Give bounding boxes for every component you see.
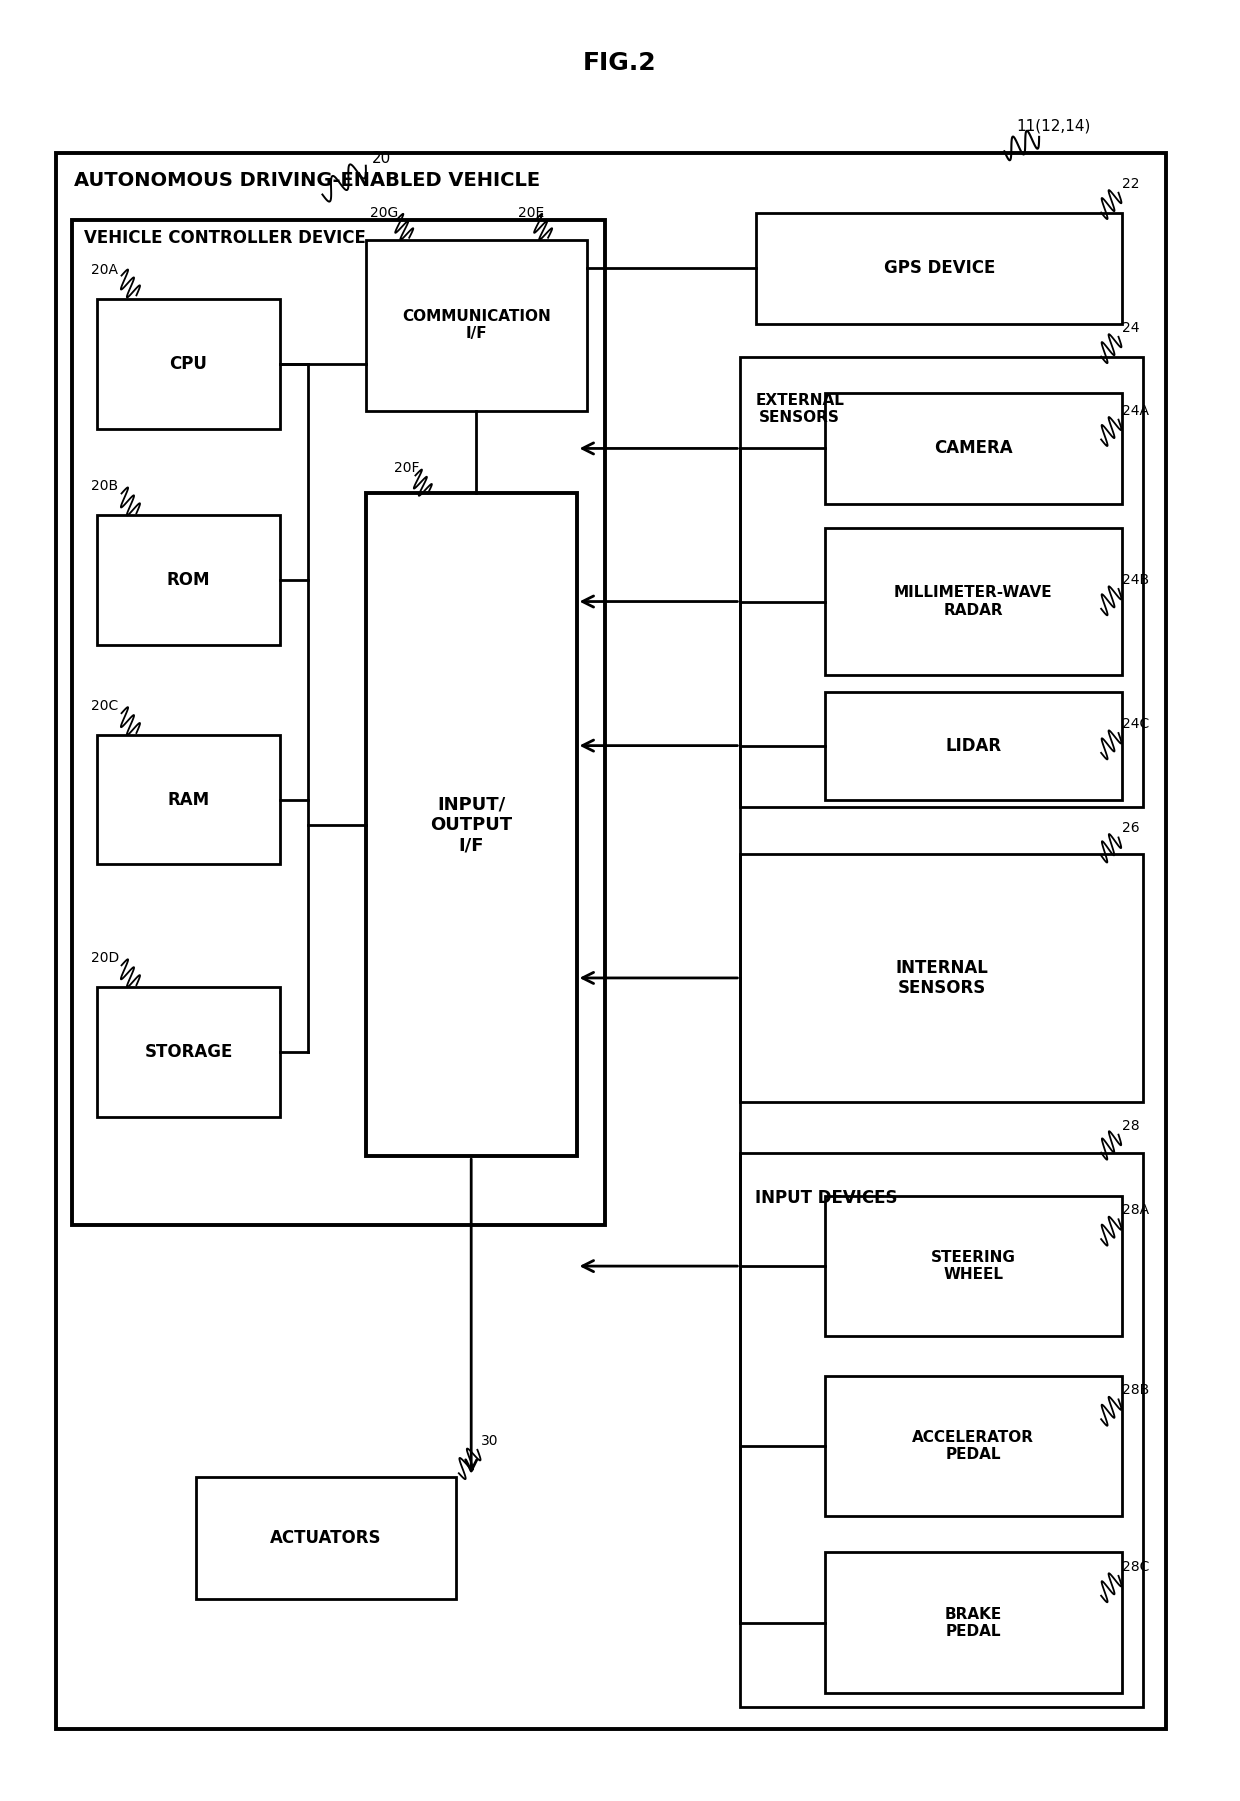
Text: 30: 30 [481, 1434, 498, 1448]
Text: ACCELERATOR
PEDAL: ACCELERATOR PEDAL [913, 1430, 1034, 1462]
Text: VEHICLE CONTROLLER DEVICE: VEHICLE CONTROLLER DEVICE [84, 229, 366, 247]
Text: 28: 28 [1122, 1118, 1140, 1133]
Text: MILLIMETER-WAVE
RADAR: MILLIMETER-WAVE RADAR [894, 585, 1053, 618]
Bar [366, 493, 577, 1156]
Text: 22: 22 [1122, 176, 1140, 191]
Text: CAMERA: CAMERA [934, 439, 1013, 457]
Text: 26: 26 [1122, 821, 1140, 836]
Bar [97, 987, 280, 1117]
Bar [740, 854, 1143, 1102]
Bar [825, 528, 1122, 675]
Text: LIDAR: LIDAR [945, 737, 1002, 755]
Text: ACTUATORS: ACTUATORS [270, 1529, 382, 1547]
Text: 28C: 28C [1122, 1560, 1149, 1574]
Text: INPUT DEVICES: INPUT DEVICES [755, 1189, 898, 1207]
Bar [196, 1477, 456, 1599]
Text: AUTONOMOUS DRIVING-ENABLED VEHICLE: AUTONOMOUS DRIVING-ENABLED VEHICLE [74, 171, 541, 189]
Text: 20B: 20B [91, 479, 118, 493]
Text: 24C: 24C [1122, 717, 1149, 731]
Bar [97, 735, 280, 864]
Bar [756, 213, 1122, 324]
Text: 20G: 20G [370, 205, 398, 220]
Bar [72, 220, 605, 1225]
Text: 24: 24 [1122, 321, 1140, 335]
Bar [825, 1552, 1122, 1693]
Text: 20D: 20D [91, 951, 119, 965]
Bar [97, 515, 280, 645]
Bar [97, 299, 280, 429]
Text: COMMUNICATION
I/F: COMMUNICATION I/F [402, 310, 551, 340]
Text: 20E: 20E [518, 205, 544, 220]
Text: 20C: 20C [91, 699, 118, 713]
Text: ROM: ROM [166, 571, 211, 589]
Text: 24B: 24B [1122, 573, 1149, 587]
Bar [825, 692, 1122, 800]
Bar [825, 393, 1122, 504]
Bar [825, 1376, 1122, 1516]
Text: 20: 20 [372, 151, 392, 166]
Bar [56, 153, 1166, 1729]
Text: 11(12,14): 11(12,14) [1017, 119, 1091, 133]
Text: INTERNAL
SENSORS: INTERNAL SENSORS [895, 958, 988, 998]
Bar [740, 357, 1143, 807]
Text: 28A: 28A [1122, 1203, 1149, 1217]
Text: RAM: RAM [167, 791, 210, 809]
Text: 28B: 28B [1122, 1383, 1149, 1398]
Text: CPU: CPU [170, 355, 207, 373]
Bar [366, 240, 587, 411]
Text: 20F: 20F [394, 461, 420, 475]
Text: STEERING
WHEEL: STEERING WHEEL [931, 1250, 1016, 1282]
Text: GPS DEVICE: GPS DEVICE [884, 259, 994, 277]
Text: INPUT/
OUTPUT
I/F: INPUT/ OUTPUT I/F [430, 794, 512, 855]
Text: EXTERNAL
SENSORS: EXTERNAL SENSORS [755, 393, 844, 425]
Bar [740, 1153, 1143, 1707]
Text: BRAKE
PEDAL: BRAKE PEDAL [945, 1606, 1002, 1639]
Bar [825, 1196, 1122, 1336]
Text: 20A: 20A [91, 263, 118, 277]
Text: FIG.2: FIG.2 [583, 50, 657, 76]
Text: STORAGE: STORAGE [144, 1043, 233, 1061]
Text: 24A: 24A [1122, 403, 1149, 418]
